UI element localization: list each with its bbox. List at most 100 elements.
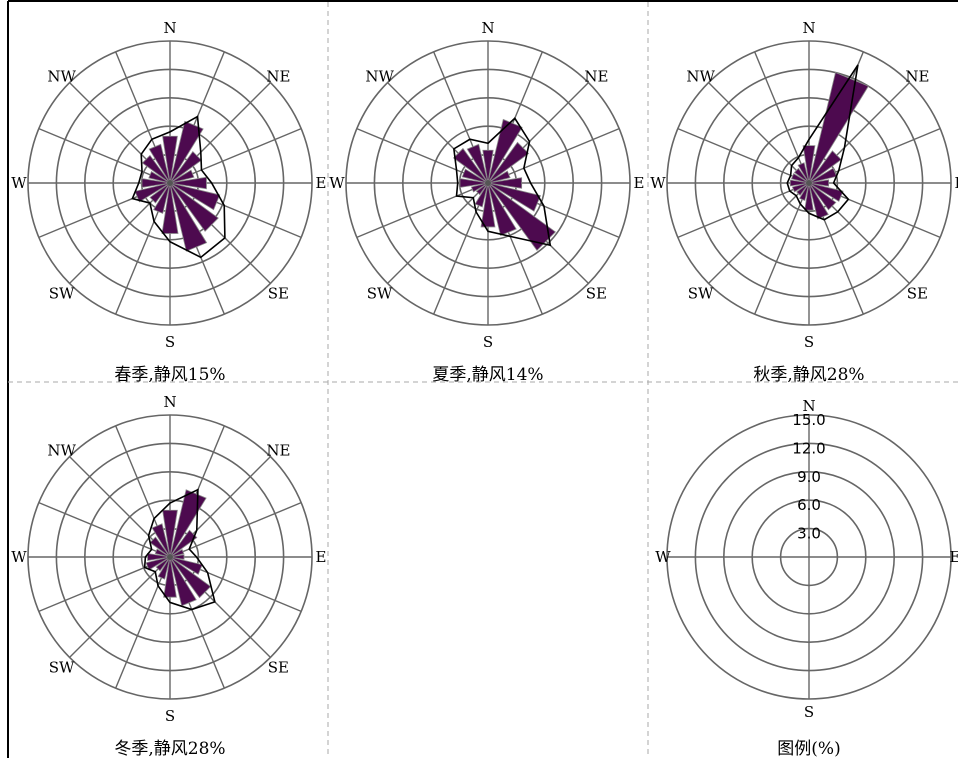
center-dot (806, 180, 812, 186)
dir-label-E: E (634, 174, 645, 192)
spoke-SW (708, 182, 810, 284)
dir-label-SE: SE (586, 284, 607, 302)
petal-ESE (808, 182, 844, 202)
petal-E (169, 176, 207, 190)
petal-ENE (487, 170, 511, 184)
petal-NNW (148, 143, 171, 184)
dir-label-W: W (11, 174, 27, 192)
dir-label-SE: SE (907, 284, 928, 302)
wind-rose-winter: N NE E SE S SW W NW (11, 393, 326, 725)
petal-SW (149, 182, 171, 204)
wind-rose-summer: N NE E SE S SW W NW (329, 19, 644, 351)
petal-SSW (157, 556, 171, 580)
petal-WSW (145, 556, 171, 571)
petal-W (141, 178, 171, 188)
petal-N (482, 149, 494, 184)
petal-NNW (151, 523, 171, 558)
spoke-SW (69, 556, 171, 658)
outline-polygon (453, 117, 552, 247)
dir-label-NE: NE (584, 68, 608, 86)
spoke-WSW (677, 182, 810, 238)
petal-ENE (169, 548, 185, 558)
petal-S (804, 182, 814, 211)
wind-rose-legend: 15.0 12.0 9.0 6.0 3.0 N E S W (655, 397, 958, 721)
dir-label-S: S (483, 333, 493, 351)
dir-label-N: N (163, 19, 176, 37)
dir-label-SW: SW (49, 658, 75, 676)
dir-label-E: E (316, 174, 327, 192)
petal-WSW (791, 182, 810, 193)
petal-W (459, 178, 489, 188)
petal-NE (808, 150, 842, 184)
petal-S (163, 556, 177, 598)
dir-label-W: W (650, 174, 666, 192)
petal-SSE (487, 182, 517, 237)
ring-label-3.0: 3.0 (797, 525, 821, 543)
center-dot (485, 180, 491, 186)
outline-polygon (143, 488, 216, 611)
dir-label-S: S (165, 707, 175, 725)
ring-label-12.0: 12.0 (792, 439, 825, 457)
ring-label-15.0: 15.0 (792, 411, 825, 429)
spoke-NNW (754, 51, 810, 184)
dir-label-W: W (329, 174, 345, 192)
petal-WNW (148, 171, 171, 184)
petal-NW (141, 154, 171, 184)
spoke-WNW (38, 502, 171, 558)
petal-E (808, 179, 830, 187)
dir-label-N: N (802, 19, 815, 37)
center-dot (167, 554, 173, 560)
petal-N (802, 145, 816, 184)
outline-polygon (131, 115, 226, 259)
petal-NNW (797, 162, 810, 184)
petal-SW (796, 182, 810, 196)
petal-NNE (487, 118, 523, 184)
petal-NNE (169, 120, 204, 184)
petal-ESE (487, 182, 542, 212)
petal-NE (487, 141, 530, 184)
caption-autumn: 秋季,静风28% (753, 365, 864, 385)
petal-SW (155, 556, 171, 572)
dir-label-NE: NE (905, 68, 929, 86)
petal-NW (793, 167, 810, 184)
petal-SSW (474, 182, 489, 208)
legend-dir-W: W (655, 548, 671, 566)
dir-label-NW: NW (47, 442, 76, 460)
dir-label-NW: NW (686, 68, 715, 86)
legend-dir-N: N (802, 397, 815, 415)
petal-SW (475, 182, 489, 196)
dir-label-SE: SE (268, 284, 289, 302)
outline-polygon (786, 64, 859, 221)
petal-SE (808, 182, 837, 211)
spoke-ENE (169, 502, 302, 558)
petal-ENE (808, 167, 838, 184)
petal-WNW (790, 173, 810, 184)
dir-label-NE: NE (266, 442, 290, 460)
petal-WSW (470, 182, 489, 193)
petal-SSE (169, 182, 208, 252)
petal-ESE (169, 182, 221, 211)
petal-WNW (154, 548, 171, 558)
petal-SE (487, 182, 557, 252)
petal-SE (169, 556, 212, 599)
dir-label-W: W (11, 548, 27, 566)
petal-NW (149, 536, 171, 558)
petal-E (169, 554, 185, 560)
spoke-SSW (754, 182, 810, 315)
petal-NE (169, 529, 198, 558)
petal-NNE (808, 71, 869, 184)
petal-NNW (466, 143, 489, 184)
petal-W (789, 179, 810, 187)
ring-label-9.0: 9.0 (797, 468, 821, 486)
dir-label-SW: SW (688, 284, 714, 302)
spoke-WSW (356, 182, 489, 238)
petal-SSE (808, 182, 829, 220)
center-dot (167, 180, 173, 186)
dir-label-S: S (804, 333, 814, 351)
dir-label-SW: SW (367, 284, 393, 302)
spoke-ENE (487, 128, 620, 184)
petal-NE (169, 150, 203, 184)
ring-label-6.0: 6.0 (797, 496, 821, 514)
spoke-WNW (677, 128, 810, 184)
